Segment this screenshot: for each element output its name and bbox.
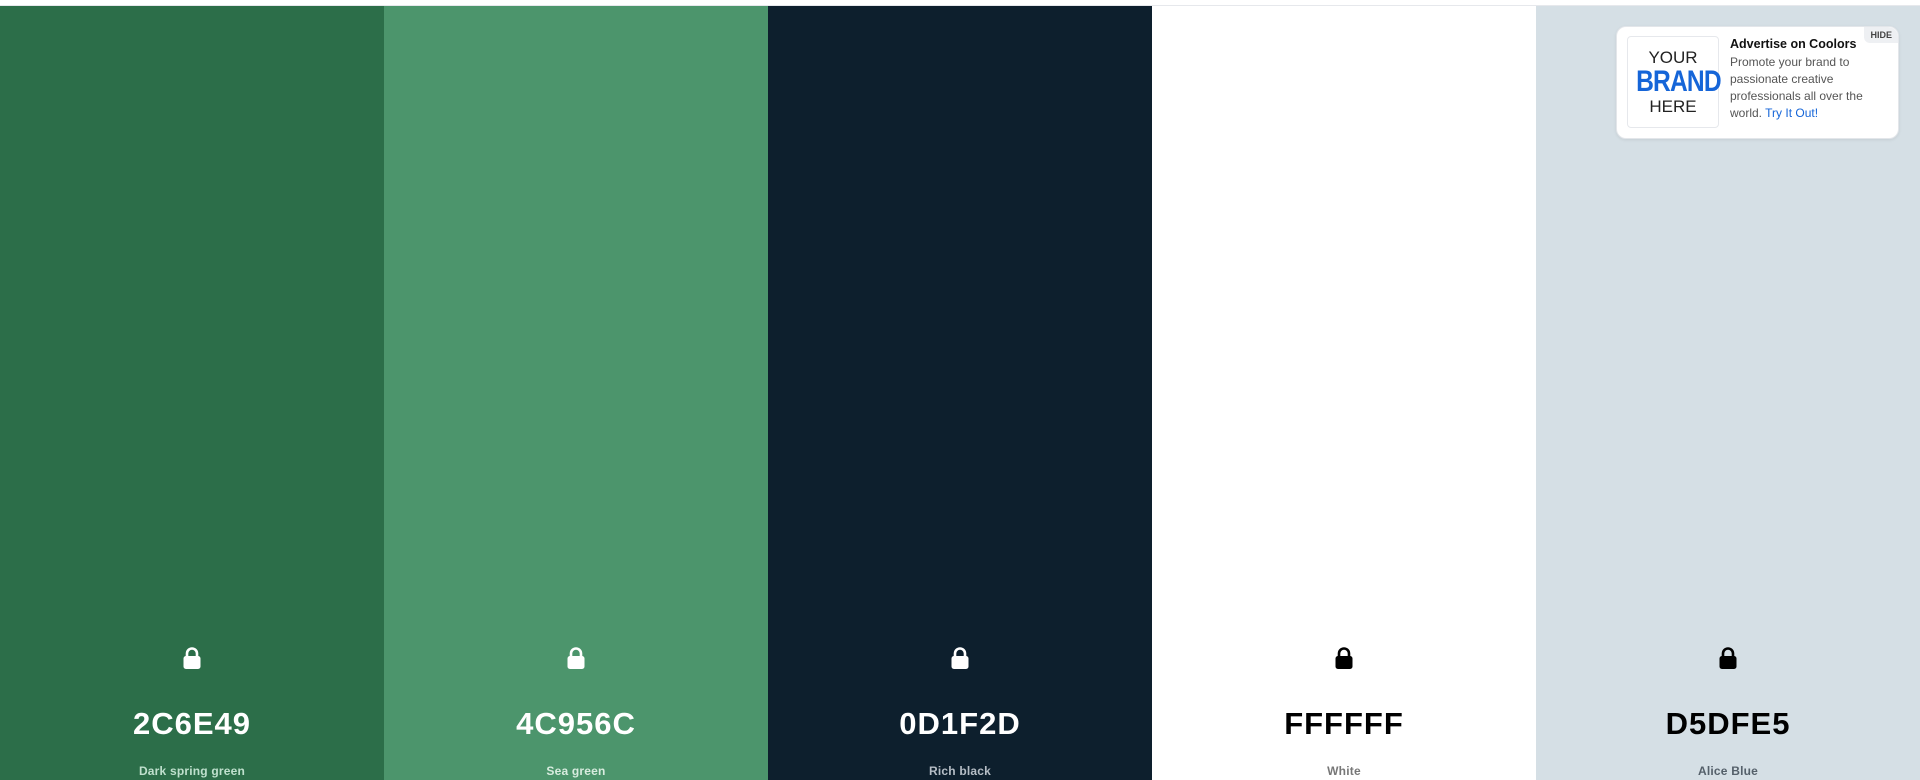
hide-ad-button[interactable]: HIDE (1864, 27, 1898, 43)
try-it-out-link[interactable]: Try It Out! (1765, 106, 1819, 120)
lock-glyph (1719, 647, 1737, 669)
lock-glyph (183, 647, 201, 669)
color-name: White (1327, 764, 1361, 778)
color-name: Alice Blue (1697, 764, 1759, 778)
color-name: Rich black (928, 764, 992, 778)
brand-logo-placeholder[interactable]: YOUR BRAND HERE (1627, 36, 1722, 128)
hex-code[interactable]: 2C6E49 (132, 706, 252, 741)
lock-glyph (951, 647, 969, 669)
logo-line-3: HERE (1649, 97, 1697, 116)
ad-text: Promote your brand to passionate creativ… (1730, 55, 1863, 120)
logo-line-1: YOUR (1648, 48, 1698, 67)
ad-title: Advertise on Coolors (1730, 37, 1857, 51)
lock-icon[interactable] (1710, 640, 1746, 676)
lock-icon[interactable] (174, 640, 210, 676)
color-swatch-3[interactable]: 0D1F2D Rich black (768, 6, 1152, 780)
ad-body: Promote your brand to passionate creativ… (1730, 54, 1890, 122)
hex-code[interactable]: D5DFE5 (1665, 706, 1791, 741)
hex-code[interactable]: 4C956C (516, 706, 636, 741)
color-swatch-4[interactable]: FFFFFF White (1152, 6, 1536, 780)
lock-icon[interactable] (558, 640, 594, 676)
lock-icon[interactable] (942, 640, 978, 676)
palette: 2C6E49 Dark spring green 4C956C Sea gree… (0, 6, 1920, 780)
lock-icon[interactable] (1326, 640, 1362, 676)
lock-glyph (1335, 647, 1353, 669)
color-swatch-1[interactable]: 2C6E49 Dark spring green (0, 6, 384, 780)
color-name: Dark spring green (138, 764, 246, 778)
color-swatch-2[interactable]: 4C956C Sea green (384, 6, 768, 780)
logo-line-2: BRAND (1636, 65, 1722, 98)
hex-code[interactable]: 0D1F2D (899, 706, 1021, 741)
ad-card: HIDE YOUR BRAND HERE Advertise on Coolor… (1616, 26, 1899, 139)
color-name: Sea green (546, 764, 606, 778)
lock-glyph (567, 647, 585, 669)
hex-code[interactable]: FFFFFF (1284, 706, 1404, 741)
top-bar (0, 0, 1920, 6)
